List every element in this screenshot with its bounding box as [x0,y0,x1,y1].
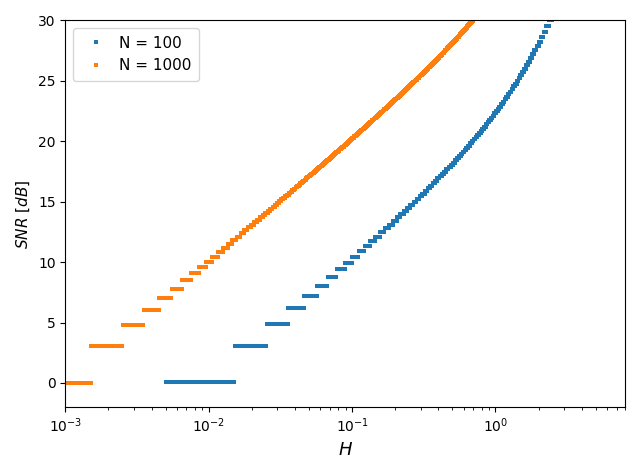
N = 100 [368,238,376,244]
N = 100 [243,343,251,348]
N = 1000 [302,177,310,182]
N = 1000 [444,46,452,51]
N = 1000 [192,271,200,276]
Line: N = 1000: N = 1000 [63,0,624,385]
N = 100 [467,141,474,146]
N = 1000 [61,380,69,386]
N = 100 [396,215,403,220]
Y-axis label: $SNR\ [dB]$: $SNR\ [dB]$ [15,179,33,248]
N = 100 [414,196,422,202]
Legend: N = 100, N = 1000: N = 100, N = 1000 [73,28,199,81]
Line: N = 100: N = 100 [164,0,602,384]
X-axis label: $H$: $H$ [338,441,353,459]
N = 100 [162,380,170,385]
